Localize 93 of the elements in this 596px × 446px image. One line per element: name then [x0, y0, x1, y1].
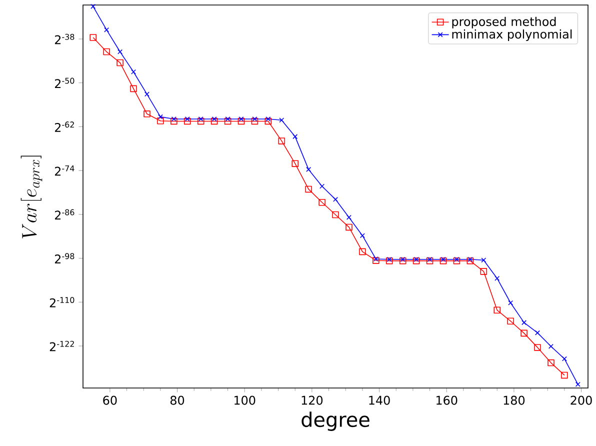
point — [252, 116, 258, 122]
point — [103, 48, 110, 56]
point — [520, 330, 528, 337]
point — [494, 276, 500, 281]
x-tick-label: 160 — [436, 396, 458, 405]
point — [386, 257, 393, 264]
y-axis-title: $Var[e_{aprx}]$ — [20, 156, 42, 238]
point — [306, 166, 312, 172]
point — [184, 116, 190, 122]
point — [184, 118, 191, 125]
point — [292, 134, 298, 140]
point — [198, 116, 204, 122]
y-tick-label: 2$^{-98}$ — [54, 253, 74, 264]
point — [386, 256, 392, 262]
point — [426, 257, 434, 264]
point — [318, 198, 326, 206]
point — [238, 118, 245, 125]
point — [522, 320, 527, 326]
point — [264, 118, 272, 125]
point — [575, 382, 580, 387]
point — [225, 116, 230, 122]
point — [548, 359, 554, 366]
point — [453, 257, 460, 264]
point — [305, 186, 312, 193]
x-tick-label: 80 — [170, 396, 184, 405]
y-tick-label: 2$^{-110}$ — [50, 296, 74, 308]
y-tick-label: 2$^{-86}$ — [54, 209, 74, 220]
point — [454, 256, 460, 262]
point — [197, 118, 204, 125]
point — [238, 116, 244, 122]
y-tick-label: 2$^{-38}$ — [54, 34, 74, 44]
point — [90, 4, 96, 9]
point — [360, 233, 365, 238]
point — [494, 306, 500, 314]
x-tick-label: 100 — [234, 396, 256, 405]
legend-label: proposed method — [452, 16, 556, 28]
point — [508, 300, 514, 306]
point — [170, 118, 178, 125]
point — [373, 256, 378, 262]
point — [400, 256, 406, 262]
y-tick-label: 2$^{-62}$ — [54, 122, 74, 132]
point — [534, 344, 541, 351]
point — [480, 268, 488, 275]
point — [440, 256, 446, 262]
point — [468, 256, 473, 262]
x-axis-title: degree — [302, 412, 370, 431]
point — [359, 248, 366, 256]
point — [90, 34, 96, 41]
y-tick-label: 2$^{-74}$ — [54, 165, 74, 176]
point — [346, 224, 352, 231]
x-tick-label: 180 — [504, 396, 525, 405]
point — [412, 257, 420, 264]
y-tick-label: 2$^{-50}$ — [54, 78, 74, 88]
point — [440, 257, 447, 264]
point — [278, 138, 286, 144]
point — [507, 318, 514, 324]
point — [332, 211, 339, 218]
point — [157, 117, 164, 124]
point — [171, 116, 176, 122]
point — [212, 116, 217, 122]
x-tick-label: 60 — [103, 396, 117, 405]
point — [116, 59, 124, 66]
point — [130, 69, 136, 74]
point — [561, 372, 568, 379]
point — [158, 114, 163, 120]
point — [562, 356, 567, 362]
x-tick-label: 120 — [302, 396, 323, 405]
point — [346, 214, 352, 220]
y-tick-label: 2$^{-122}$ — [50, 340, 74, 352]
legend-label: minimax polynomial — [452, 29, 572, 41]
point — [466, 257, 474, 264]
point — [399, 257, 406, 264]
point — [534, 330, 540, 336]
x-tick-label: 200 — [570, 396, 592, 405]
point — [210, 118, 218, 125]
point — [251, 118, 258, 125]
point — [104, 27, 110, 32]
point — [266, 116, 271, 122]
point — [320, 184, 325, 189]
point — [548, 344, 554, 349]
point — [332, 196, 338, 202]
point — [144, 92, 150, 97]
point — [130, 85, 137, 92]
point — [481, 258, 486, 263]
point — [118, 49, 123, 54]
point — [224, 118, 232, 125]
point — [372, 257, 380, 264]
point — [292, 160, 298, 167]
x-tick-label: 140 — [369, 396, 390, 405]
point — [144, 110, 150, 118]
point — [414, 256, 419, 262]
point — [427, 256, 432, 262]
point — [279, 118, 284, 123]
